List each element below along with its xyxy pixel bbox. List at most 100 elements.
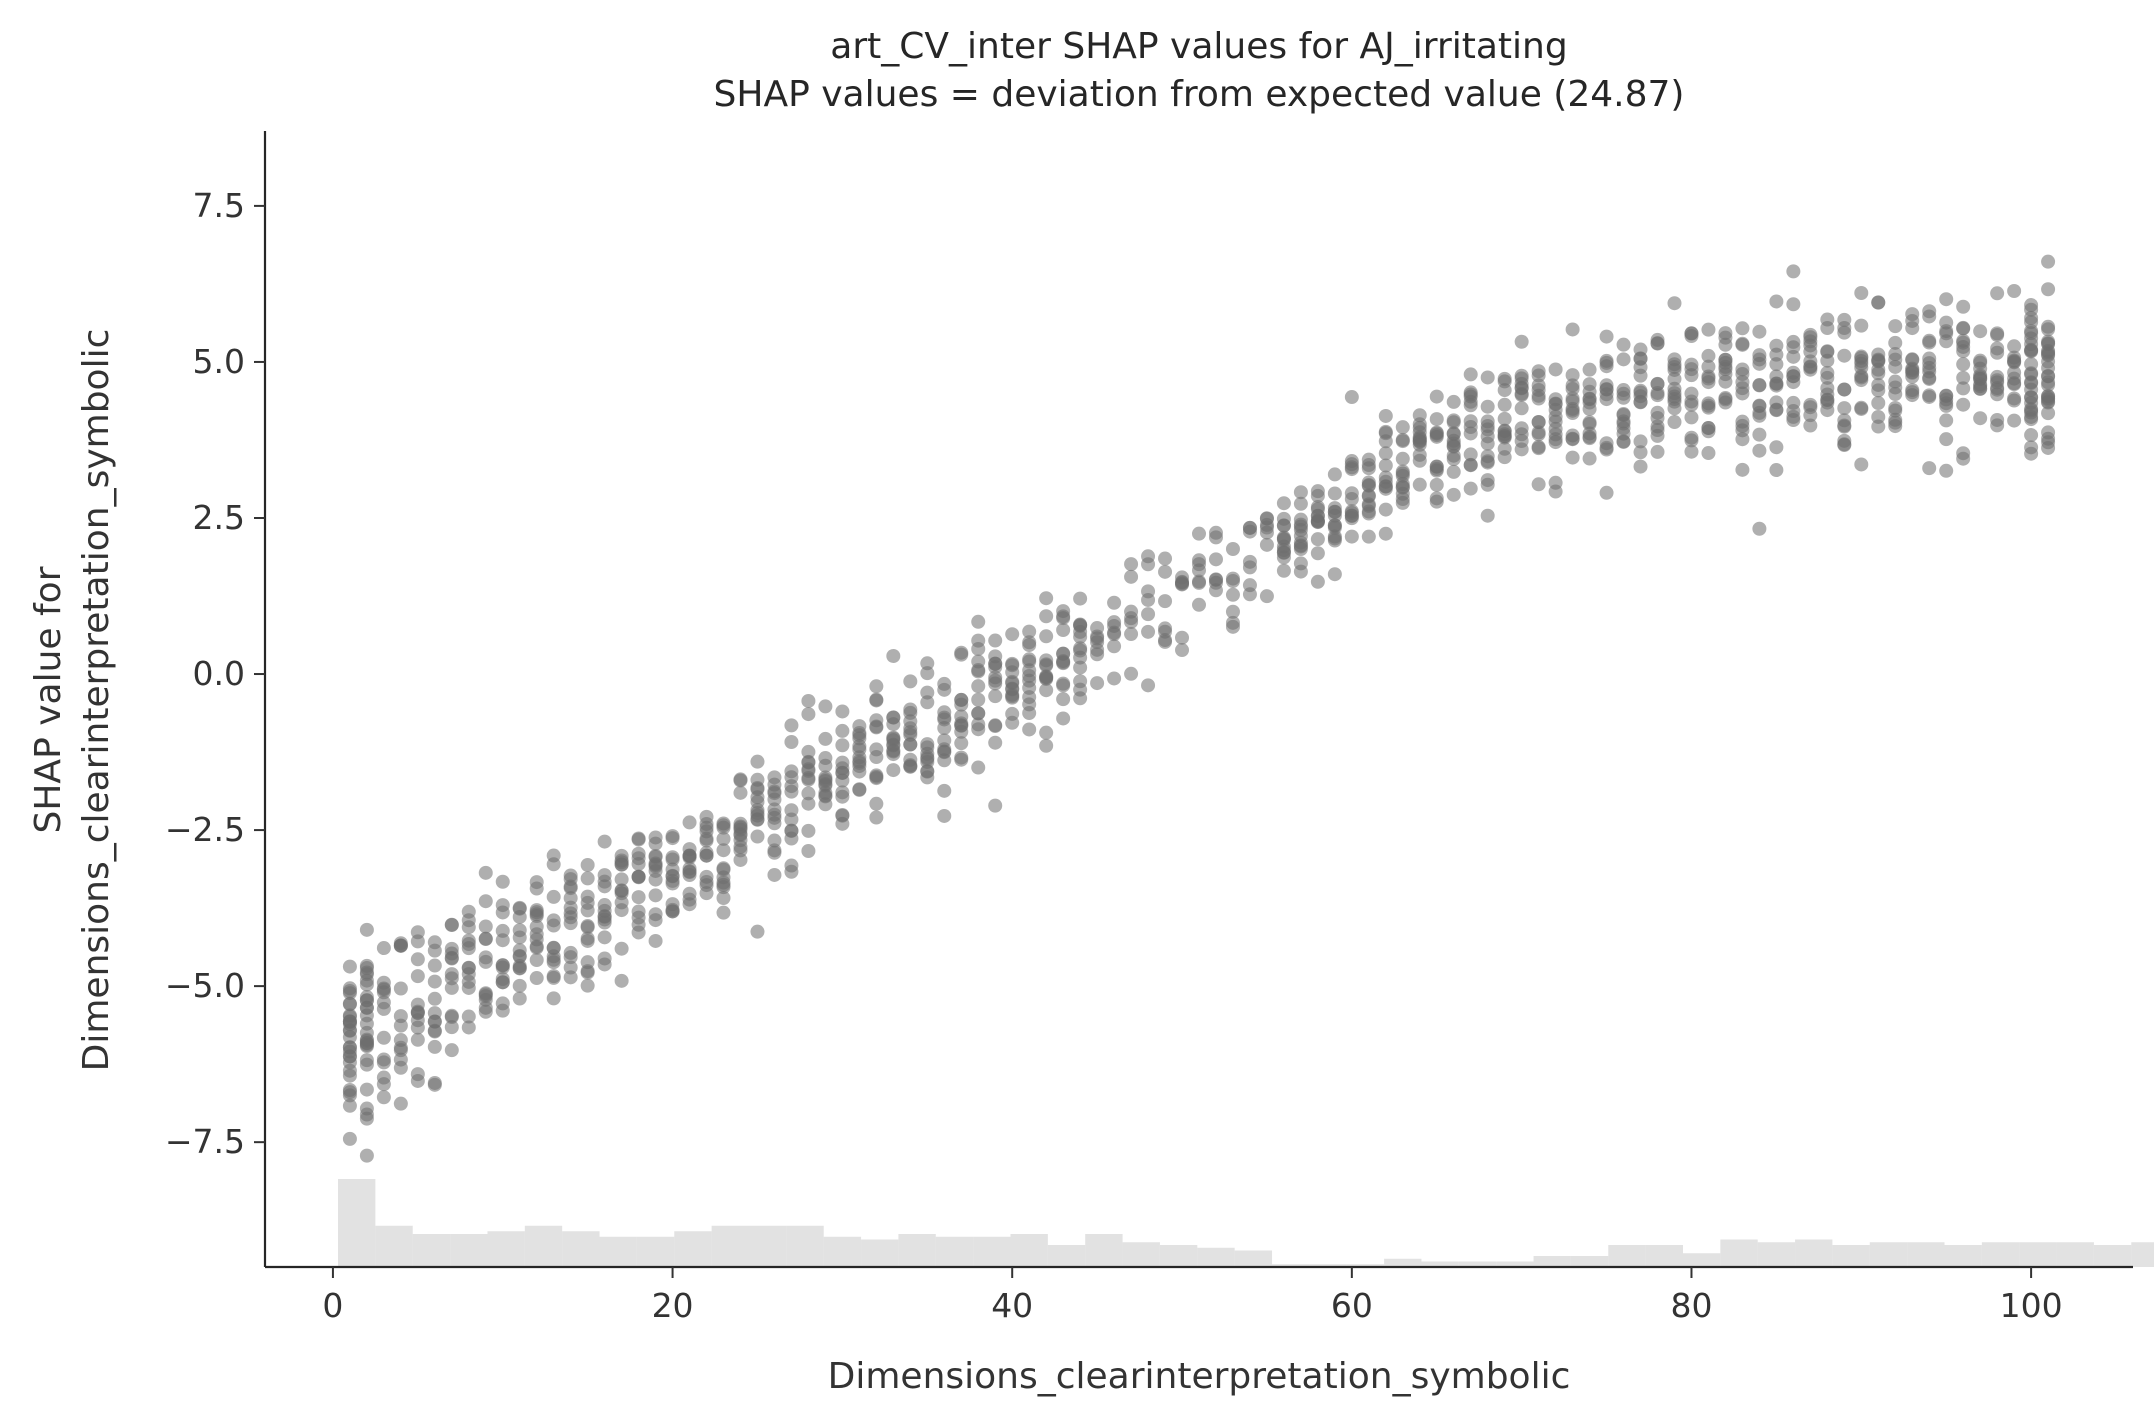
- scatter-point: [2024, 344, 2039, 359]
- scatter-point: [2041, 425, 2056, 440]
- scatter-point: [1056, 711, 1071, 726]
- scatter-point: [835, 738, 850, 753]
- scatter-point: [1701, 348, 1716, 363]
- scatter-point: [1837, 419, 1852, 434]
- scatter-point: [988, 689, 1003, 704]
- scatter-point: [1531, 378, 1546, 393]
- histogram-bar: [1272, 1264, 1310, 1267]
- scatter-point: [1548, 362, 1563, 377]
- scatter-point: [835, 723, 850, 738]
- scatter-point: [1939, 413, 1954, 428]
- scatter-point: [1463, 447, 1478, 462]
- histogram-bar: [1234, 1250, 1273, 1267]
- x-tick-label: 80: [1670, 1286, 1712, 1325]
- scatter-point: [563, 891, 578, 906]
- scatter-point: [1888, 335, 1903, 350]
- histogram-layer: [338, 1179, 2154, 1267]
- histogram-bar: [487, 1231, 525, 1267]
- scatter-point: [2041, 322, 2056, 337]
- scatter-point: [886, 648, 901, 663]
- scatter-point: [920, 666, 935, 681]
- scatter-point: [886, 731, 901, 746]
- scatter-point: [512, 923, 527, 938]
- scatter-point: [1276, 496, 1291, 511]
- scatter-point: [1803, 362, 1818, 377]
- scatter-point: [529, 875, 544, 890]
- scatter-point: [971, 706, 986, 721]
- scatter-point: [682, 815, 697, 830]
- scatter-point: [495, 958, 510, 973]
- scatter-point: [733, 819, 748, 834]
- scatter-point: [1514, 388, 1529, 403]
- scatter-point: [1514, 334, 1529, 349]
- histogram-bar: [1197, 1247, 1235, 1267]
- scatter-point: [750, 924, 765, 939]
- scatter-point: [1548, 484, 1563, 499]
- scatter-point: [1735, 375, 1750, 390]
- scatter-point: [1327, 518, 1342, 533]
- scatter-point: [1718, 337, 1733, 352]
- scatter-point: [1973, 411, 1988, 426]
- scatter-point: [1107, 671, 1122, 686]
- scatter-point: [359, 973, 374, 988]
- scatter-point: [1463, 481, 1478, 496]
- scatter-point: [1752, 427, 1767, 442]
- scatter-point: [1582, 392, 1597, 407]
- scatter-point: [903, 674, 918, 689]
- histogram-bar: [450, 1234, 488, 1267]
- scatter-point: [801, 755, 816, 770]
- scatter-point: [1548, 421, 1563, 436]
- scatter-point: [1225, 574, 1240, 589]
- scatter-point: [1310, 532, 1325, 547]
- scatter-point: [1480, 477, 1495, 492]
- scatter-point: [427, 974, 442, 989]
- scatter-point: [750, 829, 765, 844]
- scatter-point: [1718, 374, 1733, 389]
- scatter-point: [1820, 403, 1835, 418]
- scatter-points-layer: [342, 254, 2056, 1163]
- scatter-point: [1667, 362, 1682, 377]
- scatter-point: [1616, 337, 1631, 352]
- scatter-point: [1582, 415, 1597, 430]
- y-axis-label-line-1: SHAP value for: [28, 566, 69, 833]
- scatter-point: [376, 1001, 391, 1016]
- scatter-point: [376, 1030, 391, 1045]
- scatter-point: [1837, 433, 1852, 448]
- scatter-point: [342, 1131, 357, 1146]
- scatter-point: [1378, 408, 1393, 423]
- scatter-point: [1599, 355, 1614, 370]
- scatter-point: [1650, 405, 1665, 420]
- scatter-point: [1175, 630, 1190, 645]
- scatter-point: [359, 1016, 374, 1031]
- scatter-point: [580, 919, 595, 934]
- scatter-point: [1022, 624, 1037, 639]
- scatter-point: [784, 735, 799, 750]
- scatter-point: [342, 1063, 357, 1078]
- scatter-point: [1429, 425, 1444, 440]
- scatter-point: [1820, 392, 1835, 407]
- scatter-point: [1990, 286, 2005, 301]
- scatter-point: [1073, 618, 1088, 633]
- scatter-point: [1022, 680, 1037, 695]
- scatter-point: [631, 904, 646, 919]
- scatter-point: [1650, 419, 1665, 434]
- histogram-bar: [562, 1231, 600, 1267]
- scatter-point: [1208, 572, 1223, 587]
- scatter-point: [1905, 352, 1920, 367]
- scatter-point: [1175, 570, 1190, 585]
- scatter-point: [1378, 426, 1393, 441]
- scatter-point: [393, 1040, 408, 1055]
- scatter-point: [1718, 359, 1733, 374]
- scatter-point: [1005, 706, 1020, 721]
- scatter-point: [1786, 297, 1801, 312]
- scatter-point: [1192, 575, 1206, 590]
- scatter-point: [801, 844, 816, 859]
- scatter-point: [835, 704, 850, 719]
- scatter-point: [495, 874, 510, 889]
- scatter-point: [2024, 409, 2039, 424]
- scatter-point: [1310, 508, 1325, 523]
- scatter-point: [1701, 322, 1716, 337]
- histogram-bar: [1309, 1264, 1347, 1267]
- scatter-point: [597, 930, 612, 945]
- x-tick-label: 100: [2000, 1286, 2063, 1325]
